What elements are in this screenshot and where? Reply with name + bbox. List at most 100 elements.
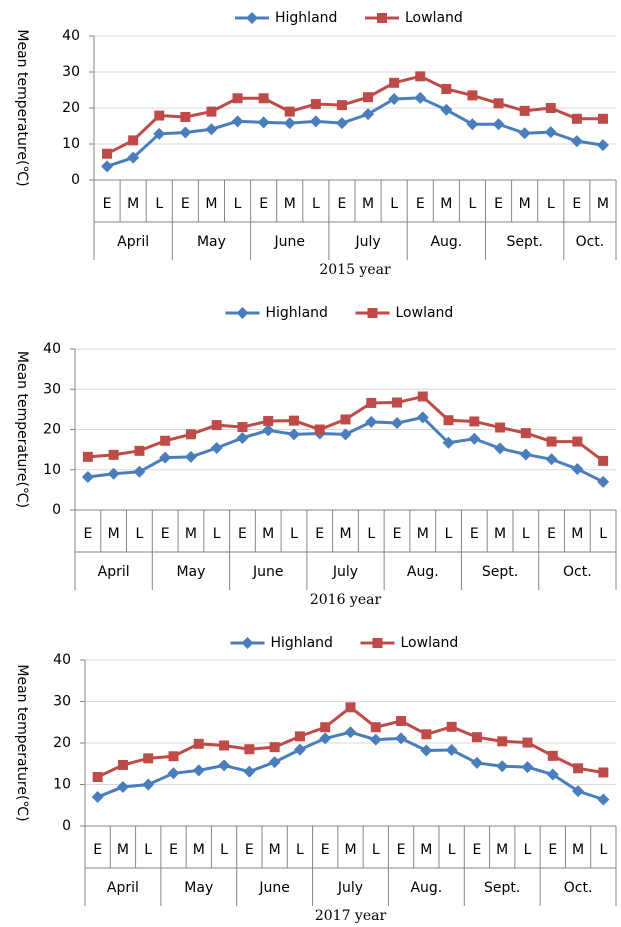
point <box>363 92 374 103</box>
x-tick-label: M <box>284 196 296 212</box>
x-tick-label: L <box>524 842 532 858</box>
point <box>335 117 348 130</box>
x-tick-label: M <box>362 196 374 212</box>
y-tick-label: 30 <box>53 694 71 710</box>
point <box>143 753 154 764</box>
point <box>294 731 305 742</box>
point <box>236 431 249 444</box>
y-tick-label: 0 <box>62 818 71 834</box>
point <box>116 780 129 793</box>
x-tick-label: E <box>548 842 557 858</box>
point <box>340 414 351 425</box>
point <box>370 722 381 733</box>
x-tick-label: M <box>127 196 139 212</box>
point <box>395 732 408 745</box>
point <box>268 756 281 769</box>
point <box>522 737 533 748</box>
group-label: April <box>117 234 149 250</box>
legend-symbol <box>246 12 258 24</box>
x-tick-label: L <box>372 842 380 858</box>
group-label: May <box>184 880 213 896</box>
x-tick-label: L <box>155 196 163 212</box>
y-tick-label: 20 <box>62 100 80 116</box>
x-tick-label: L <box>522 526 530 542</box>
x-tick-label: L <box>234 196 242 212</box>
point <box>597 113 608 124</box>
point <box>466 118 479 131</box>
point <box>82 451 93 462</box>
point <box>572 436 583 447</box>
x-tick-label: M <box>420 842 432 858</box>
x-axis-title: 2015 year <box>319 262 391 278</box>
point <box>320 722 331 733</box>
point <box>571 462 584 475</box>
x-tick-label: M <box>117 842 129 858</box>
x-axis-title: 2016 year <box>310 592 382 608</box>
point <box>218 759 231 772</box>
point <box>219 740 230 751</box>
point <box>159 451 172 464</box>
point <box>257 116 270 129</box>
legend-label: Highland <box>266 305 328 321</box>
x-tick-label: L <box>599 842 607 858</box>
point <box>417 391 428 402</box>
point <box>336 100 347 111</box>
point <box>521 761 534 774</box>
point <box>345 702 356 713</box>
x-tick-label: M <box>519 196 531 212</box>
point <box>362 108 375 121</box>
point <box>339 428 352 441</box>
group-label: May <box>197 234 226 250</box>
legend-symbol <box>372 638 383 648</box>
point <box>369 733 382 746</box>
point <box>519 105 530 116</box>
point <box>445 744 458 757</box>
point <box>167 767 180 780</box>
y-tick-label: 0 <box>71 172 80 188</box>
point <box>91 790 104 803</box>
legend-label: Lowland <box>401 635 459 651</box>
point <box>92 772 103 783</box>
point <box>520 428 531 439</box>
point <box>414 91 427 104</box>
x-tick-label: L <box>445 526 453 542</box>
point <box>168 751 179 762</box>
point <box>284 106 295 117</box>
point <box>597 793 610 806</box>
point <box>366 397 377 408</box>
point <box>179 126 192 139</box>
x-tick-label: L <box>390 196 398 212</box>
point <box>497 736 508 747</box>
x-tick-label: M <box>344 842 356 858</box>
point <box>597 475 610 488</box>
x-tick-label: E <box>238 526 247 542</box>
point <box>142 778 155 791</box>
legend-symbol <box>367 308 378 318</box>
x-tick-label: E <box>181 196 190 212</box>
point <box>237 422 248 433</box>
point <box>545 453 558 466</box>
group-label: Sept. <box>484 880 520 896</box>
x-tick-label: E <box>93 842 102 858</box>
x-tick-label: M <box>440 196 452 212</box>
x-tick-label: E <box>338 196 347 212</box>
x-tick-label: E <box>245 842 254 858</box>
x-tick-label: M <box>108 526 120 542</box>
x-tick-label: M <box>185 526 197 542</box>
group-label: April <box>98 564 130 580</box>
point <box>184 450 197 463</box>
point <box>496 760 509 773</box>
x-tick-label: L <box>367 526 375 542</box>
y-tick-label: 40 <box>43 341 61 357</box>
x-tick-label: E <box>494 196 503 212</box>
y-tick-label: 20 <box>43 422 61 438</box>
x-tick-label: M <box>494 526 506 542</box>
x-tick-label: E <box>416 196 425 212</box>
point <box>154 110 165 121</box>
x-tick-label: E <box>103 196 112 212</box>
point <box>211 420 222 431</box>
y-tick-label: 10 <box>43 462 61 478</box>
point <box>244 744 255 755</box>
x-tick-label: M <box>262 526 274 542</box>
point <box>573 763 584 774</box>
